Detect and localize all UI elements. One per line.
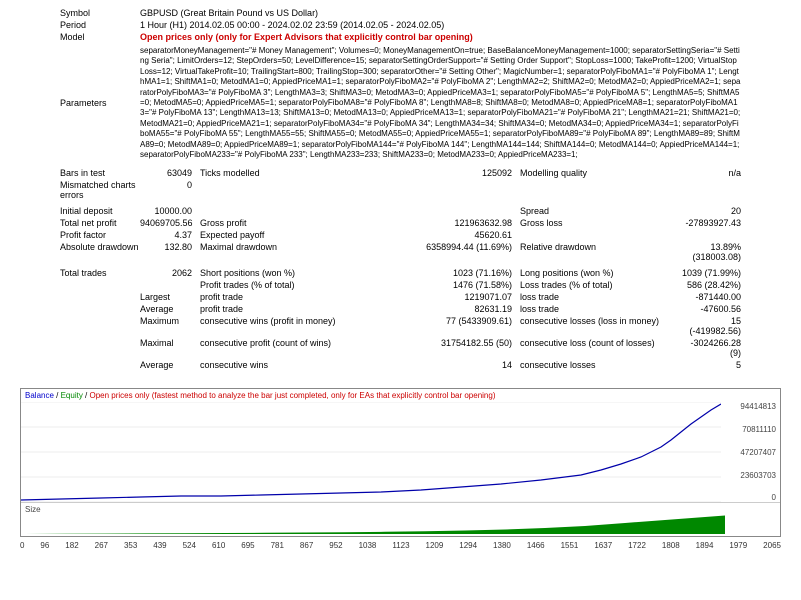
largest-label: Largest	[140, 292, 200, 302]
acl-label: consecutive losses	[520, 360, 680, 370]
size-svg	[25, 514, 725, 534]
legend-equity: Equity	[61, 391, 83, 400]
legend-balance: Balance	[25, 391, 54, 400]
acl-value: 5	[680, 360, 741, 370]
model-value: Open prices only (only for Expert Adviso…	[140, 32, 741, 42]
pt-value: 1476 (71.58%)	[400, 280, 520, 290]
ticks-label: Ticks modelled	[200, 168, 400, 178]
symbol-label: Symbol	[60, 8, 140, 18]
pf-value: 4.37	[140, 230, 200, 240]
average2-label: Average	[140, 360, 200, 370]
alt-value: -47600.56	[680, 304, 741, 314]
spread-label: Spread	[520, 206, 680, 216]
maximal-label: Maximal	[140, 338, 200, 358]
quality-label: Modelling quality	[520, 168, 680, 178]
alt-label: loss trade	[520, 304, 680, 314]
model-label: Model	[60, 32, 140, 42]
md-value: 6358994.44 (11.69%)	[400, 242, 520, 262]
netprofit-label: Total net profit	[60, 218, 140, 228]
gross-profit-value: 121963632.98	[400, 218, 520, 228]
mismatch-label: Mismatched charts errors	[60, 180, 140, 200]
mcw-label: consecutive wins (profit in money)	[200, 316, 400, 336]
mcl-value: 15 (-419982.56)	[680, 316, 741, 336]
llt-label: loss trade	[520, 292, 680, 302]
mcp-value: 31754182.55 (50)	[400, 338, 520, 358]
apt-value: 82631.19	[400, 304, 520, 314]
md-label: Maximal drawdown	[200, 242, 400, 262]
period-value: 1 Hour (H1) 2014.02.05 00:00 - 2024.02.0…	[140, 20, 741, 30]
ep-label: Expected payoff	[200, 230, 400, 240]
gross-profit-label: Gross profit	[200, 218, 400, 228]
y-axis-labels: 944148137081111047207407236037030	[740, 402, 776, 502]
deposit-label: Initial deposit	[60, 206, 140, 216]
lt-label: Loss trades (% of total)	[520, 280, 680, 290]
ad-label: Absolute drawdown	[60, 242, 140, 262]
netprofit-value: 94069705.56	[140, 218, 200, 228]
quality-value: n/a	[680, 168, 741, 178]
lpt-label: profit trade	[200, 292, 400, 302]
x-axis-labels: 0961822673534395246106957818679521038112…	[20, 541, 781, 550]
gross-loss-label: Gross loss	[520, 218, 680, 228]
average-label: Average	[140, 304, 200, 314]
size-label: Size	[25, 505, 41, 514]
parameters-value: separatorMoneyManagement="# Money Manage…	[140, 46, 741, 160]
rd-label: Relative drawdown	[520, 242, 680, 262]
maximum-label: Maximum	[140, 316, 200, 336]
equity-area	[25, 516, 725, 535]
ad-value: 132.80	[140, 242, 200, 262]
gross-loss-value: -27893927.43	[680, 218, 741, 228]
mcl-label: consecutive losses (loss in money)	[520, 316, 680, 336]
tt-value: 2062	[140, 268, 200, 278]
acw-label: consecutive wins	[200, 360, 400, 370]
bars-value: 63049	[140, 168, 200, 178]
acw-value: 14	[400, 360, 520, 370]
parameters-label: Parameters	[60, 98, 140, 108]
rd-value: 13.89% (318003.08)	[680, 242, 741, 262]
ep-value: 45620.61	[400, 230, 520, 240]
sp-value: 1023 (71.16%)	[400, 268, 520, 278]
tt-label: Total trades	[60, 268, 140, 278]
lp-value: 1039 (71.99%)	[680, 268, 741, 278]
llt-value: -871440.00	[680, 292, 741, 302]
apt-label: profit trade	[200, 304, 400, 314]
mcp-label: consecutive profit (count of wins)	[200, 338, 400, 358]
sp-label: Short positions (won %)	[200, 268, 400, 278]
lpt-value: 1219071.07	[400, 292, 520, 302]
mclo-label: consecutive loss (count of losses)	[520, 338, 680, 358]
symbol-value: GBPUSD (Great Britain Pound vs US Dollar…	[140, 8, 741, 18]
mclo-value: -3024266.28 (9)	[680, 338, 741, 358]
ticks-value: 125092	[400, 168, 520, 178]
chart-legend: Balance / Equity / Open prices only (fas…	[21, 389, 780, 402]
bars-label: Bars in test	[60, 168, 140, 178]
spread-value: 20	[680, 206, 741, 216]
pt-label: Profit trades (% of total)	[200, 280, 400, 290]
period-label: Period	[60, 20, 140, 30]
lt-value: 586 (28.42%)	[680, 280, 741, 290]
mismatch-value: 0	[140, 180, 200, 200]
equity-chart: Balance / Equity / Open prices only (fas…	[20, 388, 781, 537]
mcw-value: 77 (5433909.61)	[400, 316, 520, 336]
lp-label: Long positions (won %)	[520, 268, 680, 278]
chart-svg	[21, 402, 721, 502]
pf-label: Profit factor	[60, 230, 140, 240]
deposit-value: 10000.00	[140, 206, 200, 216]
legend-mode: Open prices only (fastest method to anal…	[90, 391, 496, 400]
size-row: Size	[21, 502, 780, 536]
